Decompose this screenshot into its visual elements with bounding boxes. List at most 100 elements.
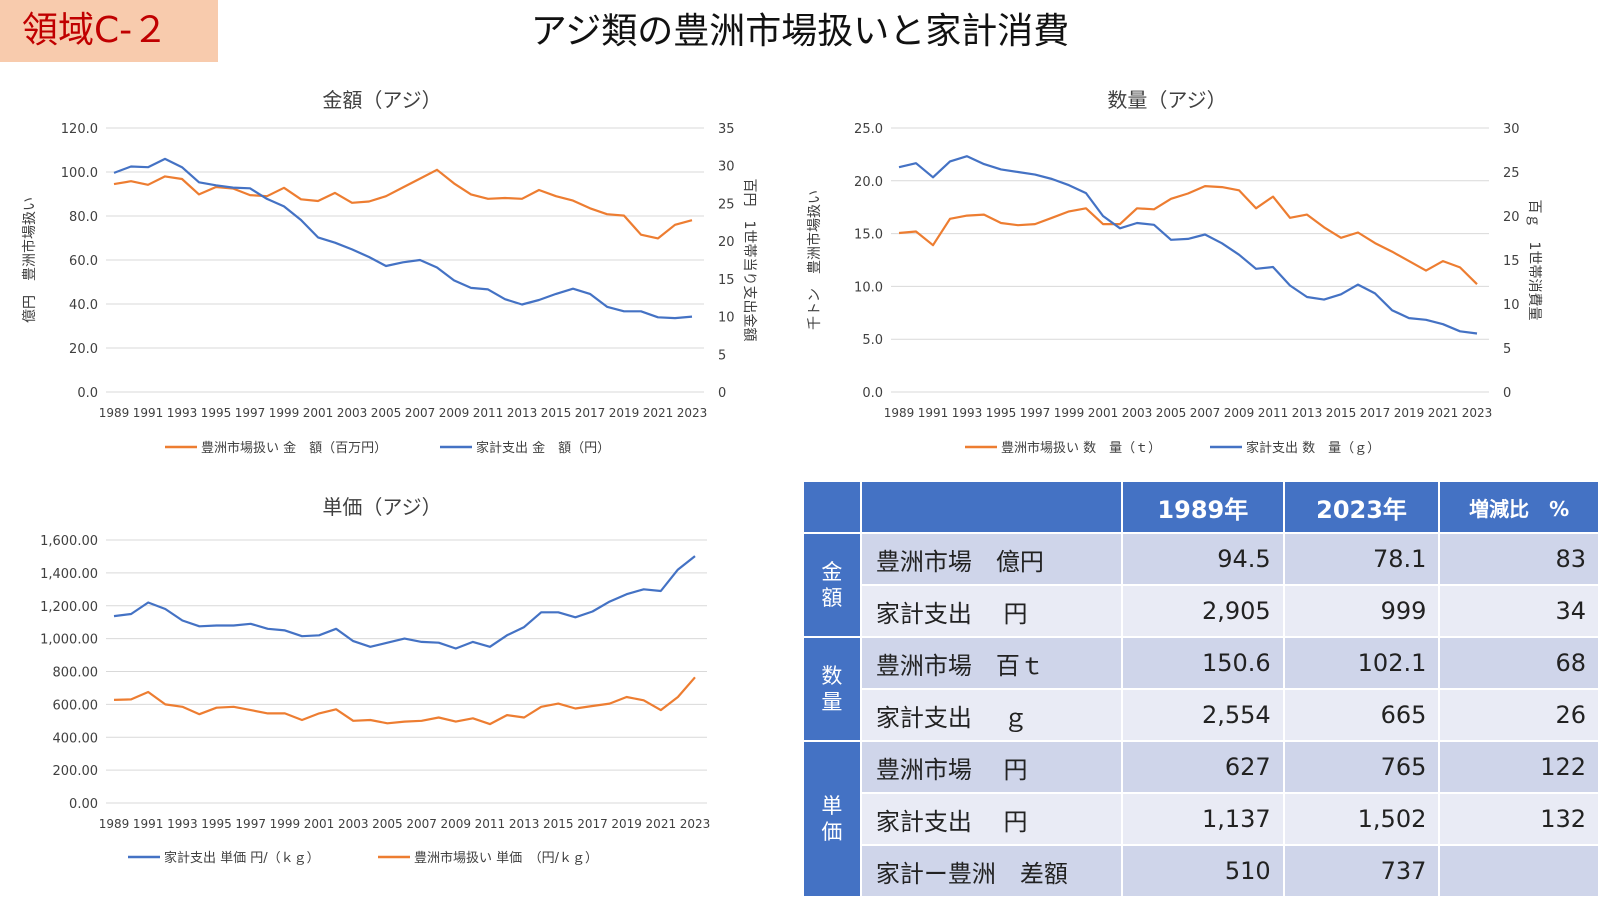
y-left-axis-title: 億円 豊洲市場扱い	[21, 197, 38, 323]
x-tick-label: 2017	[575, 406, 606, 420]
y-right-tick-label: 35	[718, 122, 735, 137]
x-tick-label: 2013	[507, 406, 538, 420]
x-tick-label: 1993	[167, 406, 198, 420]
y-right-tick-label: 30	[1503, 122, 1520, 137]
y-right-tick-label: 30	[718, 160, 735, 175]
y-left-tick-label: 100.0	[61, 166, 98, 181]
chart-title: 金額（アジ）	[322, 88, 441, 112]
x-tick-label: 2001	[303, 406, 334, 420]
table-header-cell: 2023年	[1282, 480, 1441, 534]
x-tick-label: 1991	[918, 406, 949, 420]
y-right-axis-title: 百ｇ 1世帯消費量	[1526, 200, 1542, 321]
y-left-tick-label: 0.0	[862, 386, 883, 401]
y-left-tick-label: 800.00	[53, 666, 99, 681]
x-tick-label: 2003	[337, 406, 368, 420]
x-tick-label: 2009	[440, 817, 471, 831]
value-2023: 737	[1282, 844, 1441, 898]
x-tick-label: 2015	[541, 406, 572, 420]
x-tick-label: 1991	[133, 406, 164, 420]
x-tick-label: 2013	[1292, 406, 1323, 420]
x-tick-label: 1997	[235, 406, 266, 420]
chart-unit-price-svg: 単価（アジ） 0.00 200.00 400.00 600.00 800.00 1,000.…	[40, 495, 711, 866]
value-2023: 78.1	[1282, 532, 1441, 586]
x-tick-label: 1995	[986, 406, 1017, 420]
y-right-tick-label: 15	[718, 273, 735, 288]
value-2023: 1,502	[1282, 792, 1441, 846]
change-ratio: 122	[1438, 740, 1600, 794]
value-1989: 2,554	[1120, 688, 1285, 742]
x-tick-label: 2007	[1190, 406, 1221, 420]
row-label: 家計支出 円	[859, 792, 1123, 846]
y-right-axis-title: 百円 1世帯当り支出金額	[741, 179, 757, 342]
x-tick-label: 1995	[201, 817, 232, 831]
table-row: 家計ー豊洲 差額 510 737	[803, 844, 1600, 898]
legend-label: 家計支出 金 額（円）	[476, 440, 610, 456]
x-tick-label: 2017	[1360, 406, 1391, 420]
x-tick-label: 2019	[611, 817, 642, 831]
x-tick-label: 1997	[235, 817, 266, 831]
x-tick-label: 2009	[439, 406, 470, 420]
y-right-tick-label: 5	[1503, 342, 1511, 357]
y-right-tick-label: 20	[718, 235, 735, 250]
y-left-tick-label: 20.0	[854, 175, 883, 190]
x-tick-label: 2009	[1224, 406, 1255, 420]
y-left-tick-label: 1,000.00	[40, 633, 98, 648]
y-right-tick-label: 0	[1503, 386, 1511, 401]
value-1989: 94.5	[1120, 532, 1285, 586]
series-line	[113, 555, 696, 650]
value-1989: 150.6	[1120, 636, 1285, 690]
chart-amount-svg: 金額（アジ） 0.0 20.0 40.0 60.0 80.0 100.0 120.0 0 5 10 1…	[21, 88, 757, 456]
x-tick-label: 2019	[609, 406, 640, 420]
x-tick-label: 2023	[677, 406, 708, 420]
page-title: アジ類の豊洲市場扱いと家計消費	[530, 11, 1070, 52]
x-tick-label: 1989	[99, 817, 130, 831]
y-right-tick-label: 20	[1503, 210, 1520, 225]
chart-quantity: 数量（アジ） 0.0 5.0 10.0 15.0 20.0 25.0 0 5 10 15 20 25 30…	[805, 82, 1600, 472]
x-tick-label: 2005	[1156, 406, 1187, 420]
table-row: 家計支出 円 1,137 1,502 132	[803, 792, 1600, 846]
x-tick-label: 1997	[1020, 406, 1051, 420]
x-tick-label: 2005	[371, 406, 402, 420]
x-tick-label: 2019	[1394, 406, 1425, 420]
table-header-cell: 増減比 %	[1438, 480, 1600, 534]
table-header-row: 1989年 2023年 増減比 %	[802, 480, 1600, 534]
y-left-tick-label: 400.00	[53, 731, 99, 746]
y-left-axis-title: 千トン 豊洲市場扱い	[806, 190, 823, 330]
legend-label: 豊洲市場扱い 金 額（百万円）	[201, 440, 387, 456]
x-tick-label: 2023	[1462, 406, 1493, 420]
y-right-tick-label: 15	[1503, 254, 1520, 269]
x-tick-label: 1999	[269, 406, 300, 420]
chart-title: 数量（アジ）	[1107, 88, 1226, 112]
table-header-cell	[859, 480, 1123, 534]
y-left-tick-label: 40.0	[69, 298, 98, 313]
value-2023: 102.1	[1282, 636, 1441, 690]
chart-unit-price: 単価（アジ） 0.00 200.00 400.00 600.00 800.00 1,000.…	[20, 492, 790, 892]
x-tick-label: 2001	[304, 817, 335, 831]
table-group-label: 金額	[802, 532, 862, 638]
y-right-tick-label: 10	[1503, 298, 1520, 313]
y-left-tick-label: 60.0	[69, 254, 98, 269]
section-badge: 領域C-２	[0, 0, 218, 62]
x-tick-label: 2017	[577, 817, 608, 831]
x-tick-label: 2011	[1258, 406, 1289, 420]
x-tick-label: 1993	[167, 817, 198, 831]
series-line	[898, 155, 1478, 335]
y-left-tick-label: 0.00	[69, 797, 98, 812]
x-tick-label: 2023	[680, 817, 711, 831]
chart-amount: 金額（アジ） 0.0 20.0 40.0 60.0 80.0 100.0 120.0 0 5 10 1…	[20, 82, 790, 472]
legend-label: 豊洲市場扱い 数 量（ｔ）	[1001, 440, 1161, 456]
row-label: 家計ー豊洲 差額	[859, 844, 1123, 898]
table-group-label: 数量	[802, 636, 862, 742]
legend-label: 豊洲市場扱い 単価 （円/ｋｇ）	[414, 850, 598, 866]
change-ratio: 34	[1438, 584, 1600, 638]
change-ratio: 68	[1438, 636, 1600, 690]
change-ratio	[1438, 844, 1600, 898]
x-tick-label: 2015	[543, 817, 574, 831]
x-tick-label: 1989	[99, 406, 130, 420]
y-left-tick-label: 120.0	[61, 122, 98, 137]
y-left-tick-label: 25.0	[854, 122, 883, 137]
value-1989: 2,905	[1120, 584, 1285, 638]
y-left-tick-label: 1,600.00	[40, 534, 98, 549]
legend-label: 家計支出 単価 円/（ｋｇ）	[164, 850, 320, 866]
x-tick-label: 1999	[1054, 406, 1085, 420]
